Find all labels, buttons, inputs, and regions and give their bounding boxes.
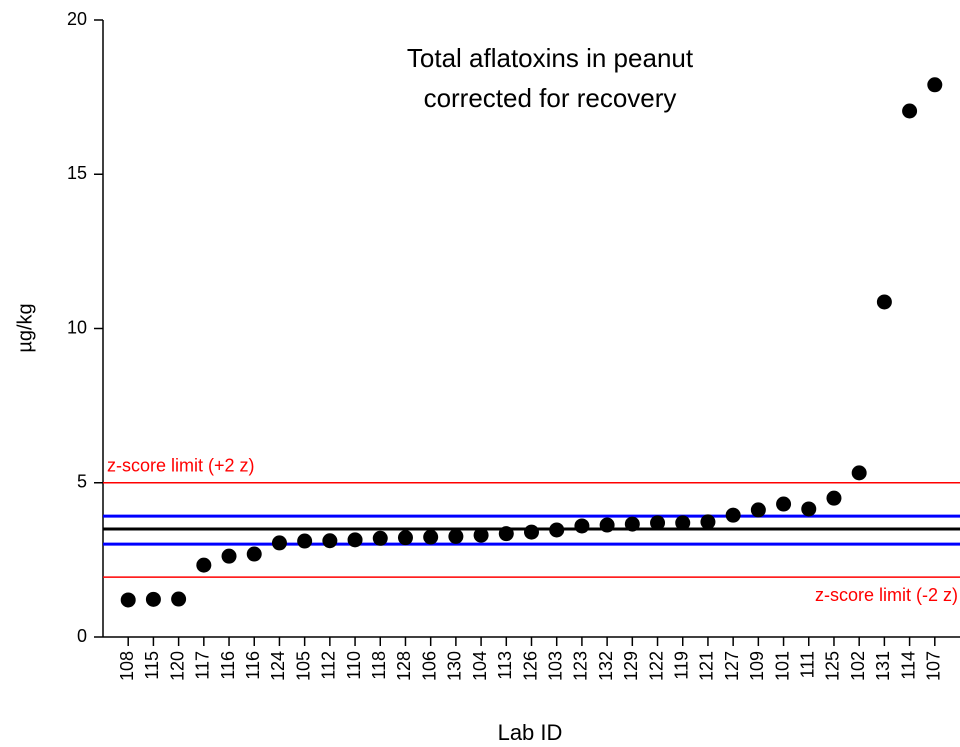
x-tick-label: 107 — [924, 651, 944, 681]
y-tick-label: 15 — [67, 163, 87, 183]
x-tick-label: 127 — [722, 651, 742, 681]
x-tick-label: 120 — [167, 651, 187, 681]
reference-label: z-score limit (+2 z) — [107, 456, 255, 476]
x-tick-label: 116 — [243, 651, 263, 680]
x-axis-label: Lab ID — [498, 720, 563, 745]
data-point — [271, 535, 287, 551]
data-point — [927, 77, 943, 93]
data-point — [524, 524, 539, 540]
x-tick-label: 110 — [344, 651, 364, 680]
x-tick-label: 129 — [621, 651, 641, 681]
x-tick-label: 118 — [369, 651, 389, 680]
x-tick-label: 131 — [873, 651, 893, 681]
data-point — [171, 591, 187, 607]
y-tick-label: 20 — [67, 9, 87, 29]
data-point — [801, 501, 817, 517]
x-tick-label: 119 — [671, 651, 691, 680]
x-tick-label: 125 — [823, 651, 843, 681]
x-tick-label: 130 — [445, 651, 465, 681]
data-point — [851, 465, 867, 481]
x-tick-label: 103 — [545, 651, 565, 681]
data-point — [750, 502, 766, 518]
data-point — [650, 515, 666, 531]
data-point — [297, 533, 313, 549]
data-point — [448, 528, 464, 544]
x-tick-label: 113 — [495, 651, 515, 680]
x-tick-label: 121 — [697, 651, 717, 681]
data-point — [776, 496, 792, 512]
reference-label: z-score limit (-2 z) — [815, 585, 958, 605]
x-tick-label: 106 — [419, 651, 439, 681]
y-tick-label: 5 — [77, 472, 87, 492]
data-point — [624, 516, 640, 532]
x-tick-label: 105 — [293, 651, 313, 681]
data-point — [902, 103, 918, 119]
x-tick-label: 104 — [470, 651, 490, 681]
y-axis-label: µg/kg — [14, 303, 36, 352]
x-tick-label: 124 — [268, 651, 288, 681]
x-tick-label: 111 — [798, 651, 818, 678]
data-point — [675, 515, 691, 531]
data-point — [473, 527, 489, 543]
data-point — [322, 533, 338, 549]
data-point — [423, 529, 439, 545]
x-tick-label: 132 — [596, 651, 616, 681]
x-tick-label: 126 — [520, 651, 540, 681]
data-point — [145, 591, 161, 607]
data-point — [246, 546, 262, 562]
data-point — [221, 548, 237, 564]
x-tick-label: 115 — [142, 651, 162, 680]
data-point — [876, 294, 892, 310]
data-point — [498, 526, 514, 542]
x-tick-label: 102 — [848, 651, 868, 681]
x-tick-label: 112 — [319, 651, 339, 680]
data-point — [725, 507, 741, 523]
x-tick-label: 101 — [772, 651, 792, 681]
x-tick-label: 109 — [747, 651, 767, 681]
x-tick-label: 116 — [218, 651, 238, 680]
data-point — [347, 532, 363, 548]
data-point — [599, 517, 615, 533]
chart-title: Total aflatoxins in peanut — [407, 43, 694, 73]
data-point — [700, 514, 716, 530]
data-point — [397, 530, 413, 546]
data-point — [549, 522, 565, 538]
data-point — [574, 518, 590, 534]
chart-title: corrected for recovery — [424, 83, 677, 113]
y-tick-label: 0 — [77, 626, 87, 646]
x-tick-label: 108 — [117, 651, 137, 681]
x-tick-label: 114 — [898, 651, 918, 680]
data-point — [196, 557, 212, 573]
x-tick-label: 128 — [394, 651, 414, 681]
data-point — [372, 530, 388, 546]
x-tick-label: 117 — [193, 651, 213, 680]
x-tick-label: 122 — [646, 651, 666, 681]
data-point — [120, 592, 136, 608]
y-tick-label: 10 — [67, 317, 87, 337]
x-tick-label: 123 — [571, 651, 591, 681]
data-point — [826, 490, 842, 506]
